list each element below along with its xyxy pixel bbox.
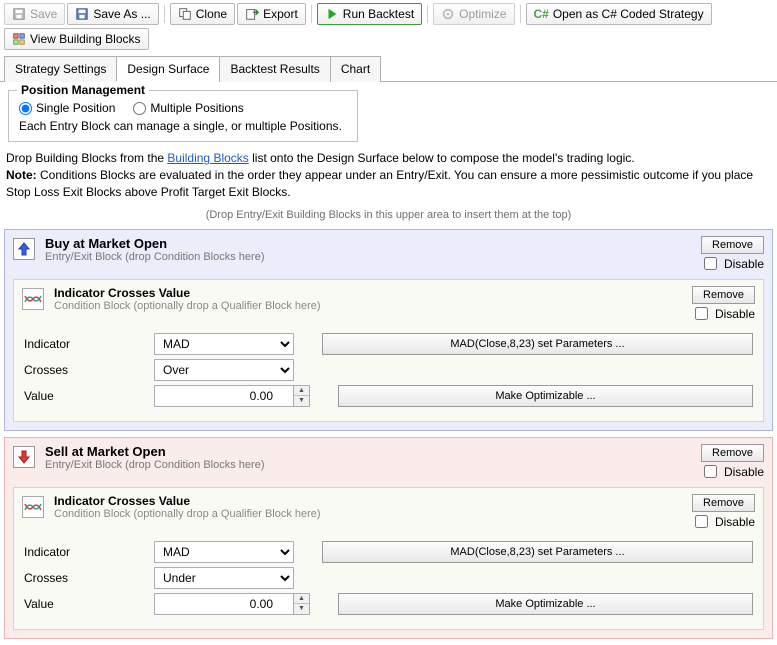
tab-backtest-results[interactable]: Backtest Results: [219, 56, 330, 82]
buy-disable-checkbox[interactable]: [704, 257, 717, 270]
indicator-label: Indicator: [24, 545, 144, 559]
play-icon: [325, 7, 339, 21]
save-button[interactable]: Save: [4, 3, 65, 25]
tab-bar: Strategy Settings Design Surface Backtes…: [0, 55, 777, 82]
buy-value-input[interactable]: [154, 385, 294, 407]
buy-arrow-icon: [13, 238, 35, 260]
optimize-icon: [441, 7, 455, 21]
sell-value-input[interactable]: [154, 593, 294, 615]
sell-make-optimizable-button[interactable]: Make Optimizable ...: [338, 593, 753, 615]
sell-cond-title: Indicator Crosses Value: [54, 494, 321, 508]
open-coded-button[interactable]: C# Open as C# Coded Strategy: [526, 3, 712, 25]
buy-title: Buy at Market Open: [45, 236, 264, 251]
tab-design-surface[interactable]: Design Surface: [116, 56, 220, 82]
buy-subtitle: Entry/Exit Block (drop Condition Blocks …: [45, 251, 264, 263]
drop-hint: (Drop Entry/Exit Building Blocks in this…: [0, 205, 777, 227]
buy-value-spinner[interactable]: ▲▼: [294, 385, 310, 407]
sell-subtitle: Entry/Exit Block (drop Condition Blocks …: [45, 459, 264, 471]
sell-value-spinner[interactable]: ▲▼: [294, 593, 310, 615]
buy-indicator-select[interactable]: MAD: [154, 333, 294, 355]
position-help-text: Each Entry Block can manage a single, or…: [19, 119, 347, 133]
tab-chart[interactable]: Chart: [330, 56, 381, 82]
sell-indicator-select[interactable]: MAD: [154, 541, 294, 563]
sell-disable-checkbox[interactable]: [704, 465, 717, 478]
sell-title: Sell at Market Open: [45, 444, 264, 459]
buy-cond-remove-button[interactable]: Remove: [692, 286, 755, 304]
clone-button[interactable]: Clone: [170, 3, 235, 25]
csharp-icon: C#: [534, 7, 549, 21]
building-blocks-link[interactable]: Building Blocks: [167, 151, 248, 165]
optimize-button[interactable]: Optimize: [433, 3, 514, 25]
position-management-legend: Position Management: [17, 83, 149, 97]
instructions-text: Drop Building Blocks from the Building B…: [0, 150, 777, 204]
multiple-positions-radio[interactable]: Multiple Positions: [133, 101, 243, 115]
indicator-label: Indicator: [24, 337, 144, 351]
sell-set-parameters-button[interactable]: MAD(Close,8,23) set Parameters ...: [322, 541, 753, 563]
save-as-icon: [75, 7, 89, 21]
save-icon: [12, 7, 26, 21]
crosses-icon: [22, 288, 44, 310]
run-backtest-button[interactable]: Run Backtest: [317, 3, 422, 25]
sell-cond-remove-button[interactable]: Remove: [692, 494, 755, 512]
blocks-icon: [12, 32, 26, 46]
buy-cond-title: Indicator Crosses Value: [54, 286, 321, 300]
sell-crosses-select[interactable]: Under: [154, 567, 294, 589]
sell-remove-button[interactable]: Remove: [701, 444, 764, 462]
view-building-blocks-button[interactable]: View Building Blocks: [4, 28, 149, 50]
export-icon: [245, 7, 259, 21]
main-toolbar: Save Save As ... Clone Export Run Backte…: [0, 0, 777, 28]
clone-icon: [178, 7, 192, 21]
sell-condition-block: Indicator Crosses Value Condition Block …: [13, 487, 764, 630]
crosses-icon: [22, 496, 44, 518]
buy-condition-block: Indicator Crosses Value Condition Block …: [13, 279, 764, 422]
buy-remove-button[interactable]: Remove: [701, 236, 764, 254]
sell-block: Sell at Market Open Entry/Exit Block (dr…: [4, 437, 773, 639]
buy-crosses-select[interactable]: Over: [154, 359, 294, 381]
sell-arrow-icon: [13, 446, 35, 468]
export-button[interactable]: Export: [237, 3, 306, 25]
crosses-label: Crosses: [24, 363, 144, 377]
buy-cond-disable-checkbox[interactable]: [695, 307, 708, 320]
buy-cond-subtitle: Condition Block (optionally drop a Quali…: [54, 300, 321, 312]
sell-cond-subtitle: Condition Block (optionally drop a Quali…: [54, 508, 321, 520]
buy-block: Buy at Market Open Entry/Exit Block (dro…: [4, 229, 773, 431]
save-as-button[interactable]: Save As ...: [67, 3, 158, 25]
sell-cond-disable-checkbox[interactable]: [695, 515, 708, 528]
tab-strategy-settings[interactable]: Strategy Settings: [4, 56, 117, 82]
single-position-radio[interactable]: Single Position: [19, 101, 115, 115]
position-management-group: Position Management Single Position Mult…: [8, 90, 358, 142]
buy-set-parameters-button[interactable]: MAD(Close,8,23) set Parameters ...: [322, 333, 753, 355]
crosses-label: Crosses: [24, 571, 144, 585]
value-label: Value: [24, 389, 144, 403]
buy-make-optimizable-button[interactable]: Make Optimizable ...: [338, 385, 753, 407]
